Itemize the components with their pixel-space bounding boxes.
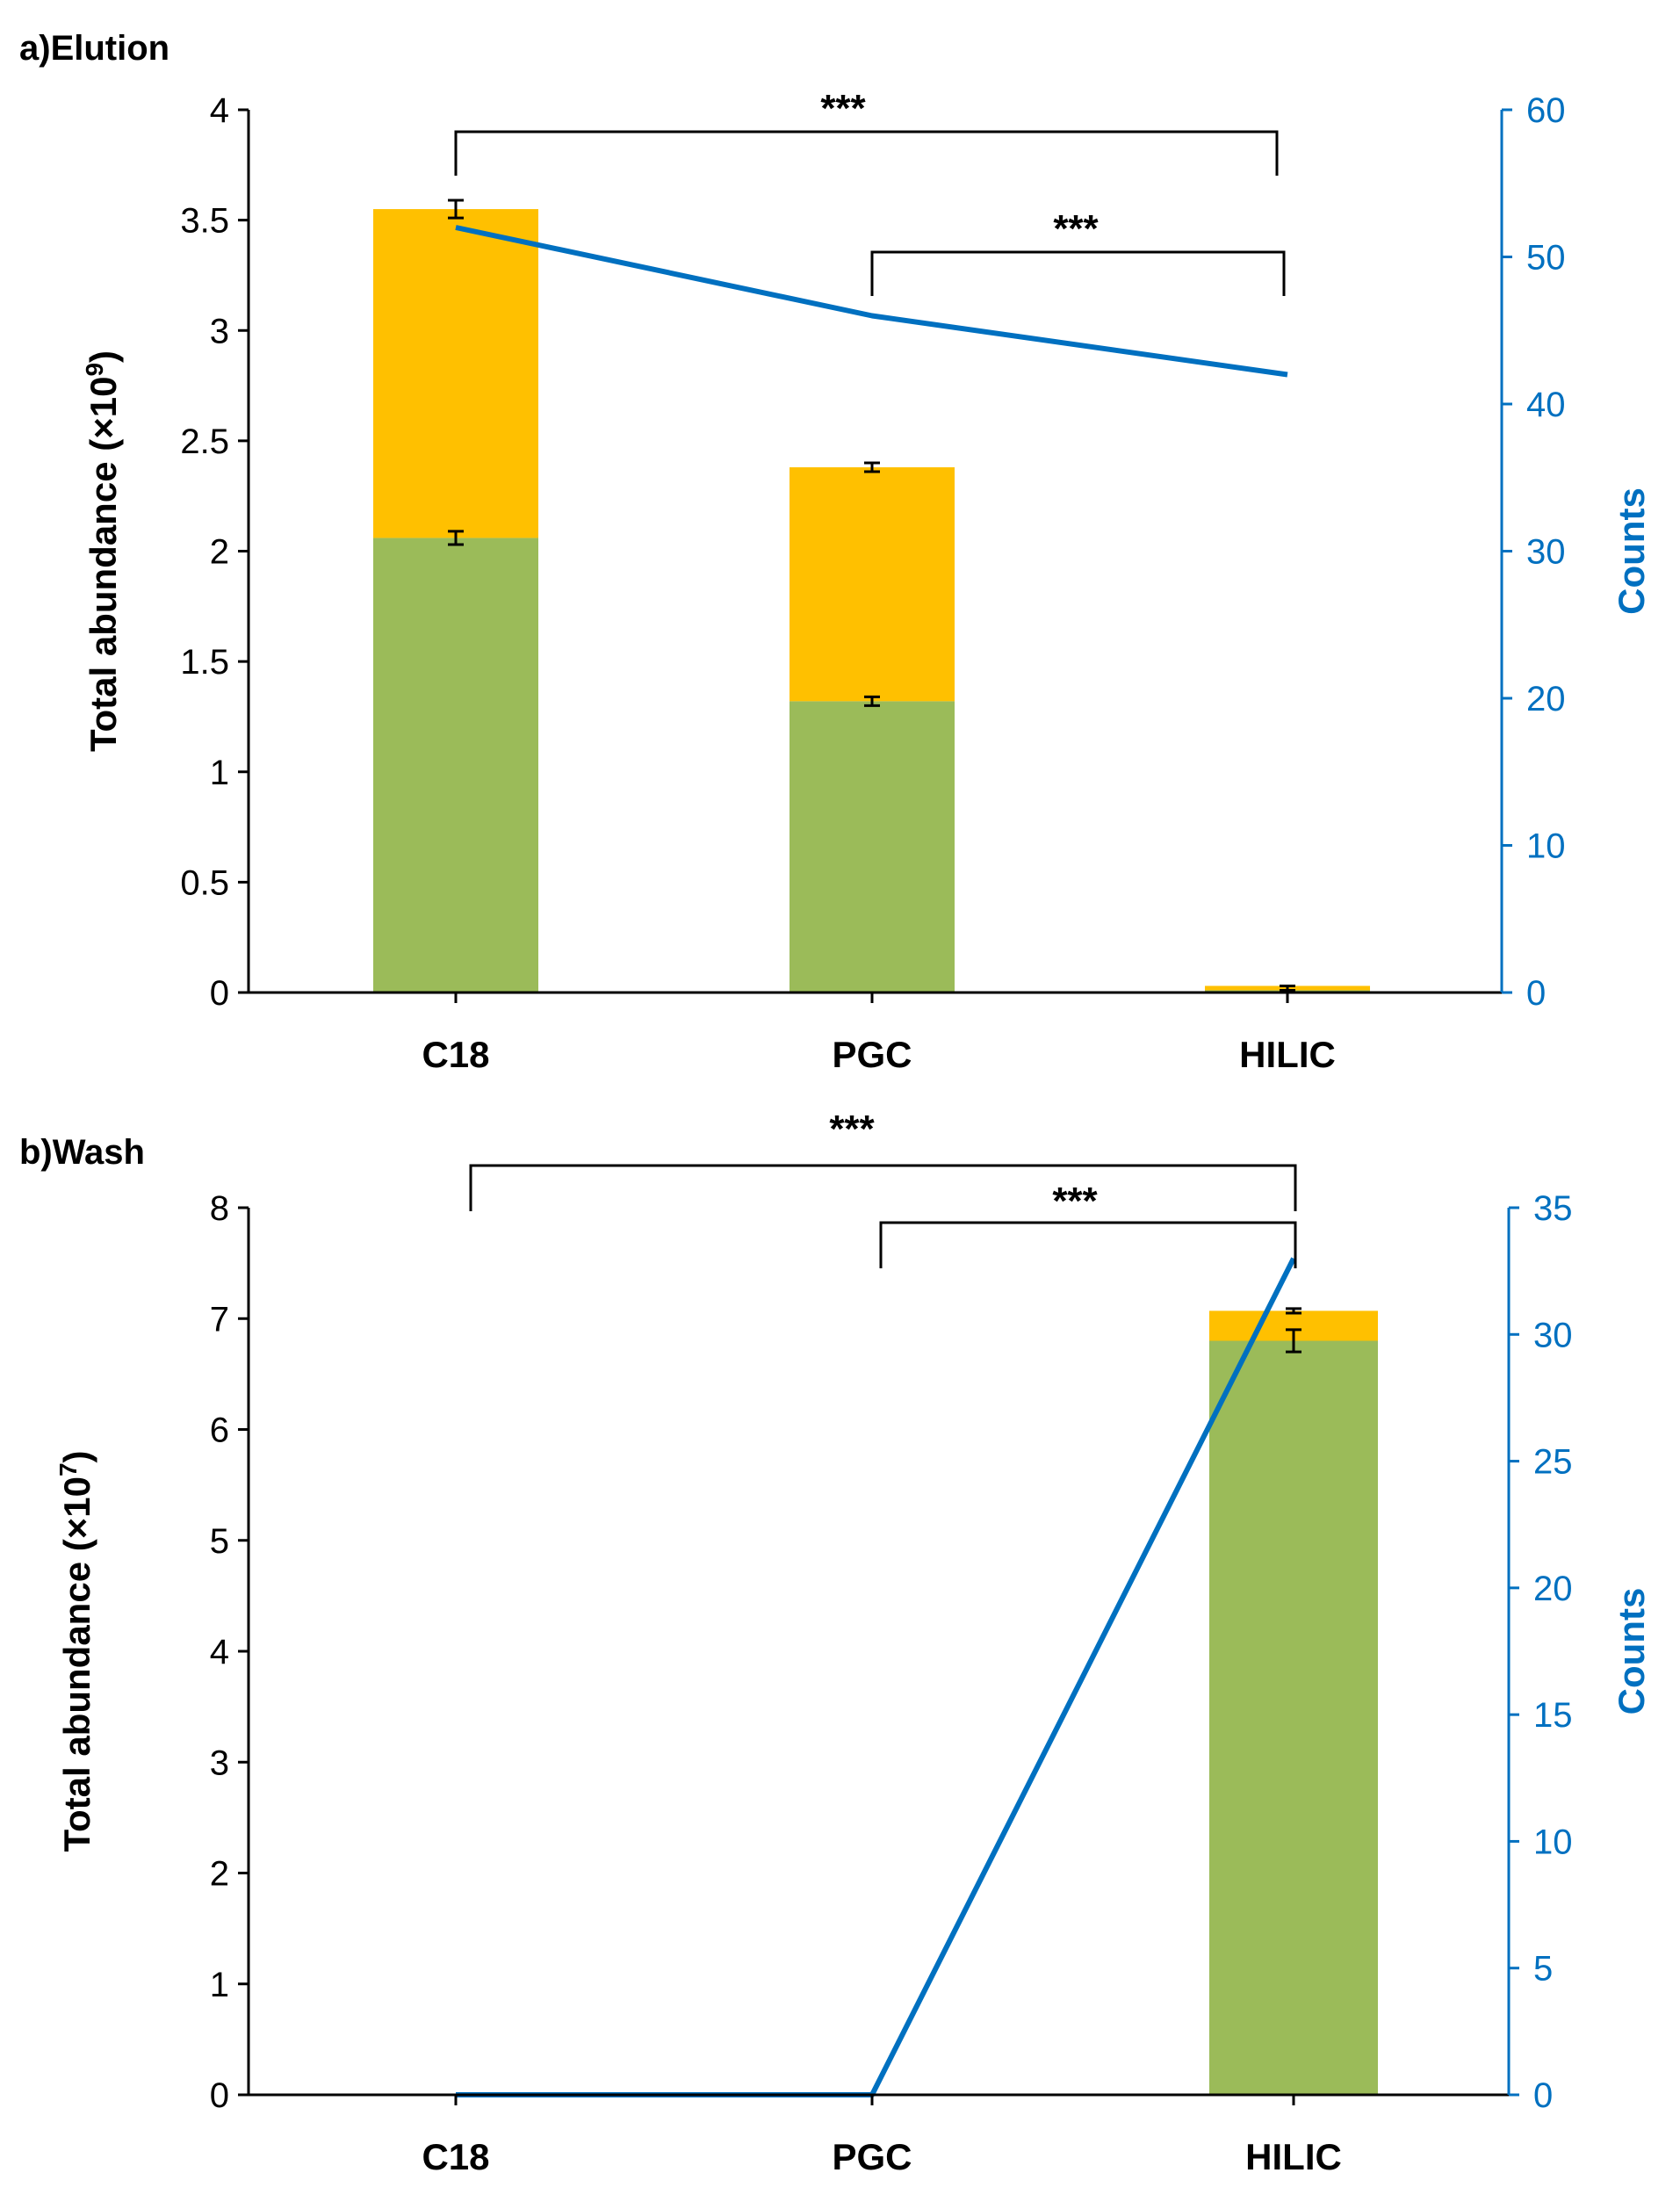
y-axis-title-exponent: 9	[81, 363, 108, 377]
y-tick-label: 5	[210, 1522, 229, 1561]
y2-tick-label: 60	[1526, 91, 1566, 130]
y2-tick-label: 25	[1533, 1443, 1573, 1482]
y-tick-label: 0	[210, 974, 229, 1013]
y-axis-title: Total abundance (×109)	[81, 350, 125, 752]
x-tick-label-pgc: PGC	[832, 1034, 912, 1075]
y2-tick-label: 40	[1526, 386, 1566, 424]
y2-tick-label: 10	[1526, 827, 1566, 866]
y2-tick-label: 20	[1526, 680, 1566, 718]
y-axis-title-main: Total abundance (×10	[83, 377, 124, 753]
y-tick-label: 2	[210, 1855, 229, 1894]
y-tick-label: 8	[210, 1189, 229, 1228]
y-tick-label: 3.5	[180, 202, 229, 241]
y-tick-label: 1.5	[180, 643, 229, 682]
panel-label: a)Elution	[19, 29, 169, 68]
y-tick-label: 3	[210, 312, 229, 350]
y-tick-label: 7	[210, 1300, 229, 1339]
significance-bracket	[872, 252, 1284, 296]
y2-tick-label: 20	[1533, 1570, 1573, 1608]
y2-axis-title: Counts	[1611, 487, 1652, 615]
x-tick-label-hilic: HILIC	[1239, 1034, 1336, 1075]
counts-line	[456, 227, 1287, 375]
y-tick-label: 6	[210, 1411, 229, 1450]
x-tick-label-pgc: PGC	[832, 2136, 912, 2177]
y2-tick-label: 0	[1526, 974, 1546, 1013]
y-tick-label: 0.5	[180, 863, 229, 902]
y-tick-label: 2	[210, 533, 229, 572]
y-axis-title: Total abundance (×107)	[54, 1450, 98, 1852]
significance-bracket	[456, 132, 1277, 176]
bar-upper-c18	[373, 209, 538, 538]
significance-label: ***	[820, 87, 866, 130]
y2-tick-label: 30	[1526, 533, 1566, 572]
significance-label: ***	[829, 1108, 875, 1151]
counts-line	[456, 1259, 1294, 2095]
y2-tick-label: 5	[1533, 1950, 1553, 1989]
y-axis-title-close: )	[56, 1450, 97, 1462]
y-tick-label: 0	[210, 2076, 229, 2115]
y2-tick-label: 35	[1533, 1189, 1573, 1228]
y-axis-title-exponent: 7	[54, 1462, 82, 1476]
y2-axis-title: Counts	[1611, 1588, 1652, 1715]
bar-upper-pgc	[790, 467, 955, 701]
bar-lower-hilic	[1209, 1341, 1378, 2096]
y-tick-label: 3	[210, 1743, 229, 1782]
y-tick-label: 4	[210, 91, 229, 130]
y2-tick-label: 0	[1533, 2076, 1553, 2115]
panel-elution: a)Elution 0 0.5 1 1.5 2 2.5 3 3.5 4 C18 PGC HILIC 0 10…	[19, 29, 1652, 1075]
y2-tick-label: 10	[1533, 1823, 1573, 1861]
significance-label: ***	[1053, 207, 1099, 250]
y-axis-title-close: )	[83, 350, 124, 363]
x-tick-label-c18: C18	[422, 1034, 489, 1075]
y-tick-label: 1	[210, 754, 229, 792]
panel-label: b)Wash	[19, 1133, 145, 1172]
significance-bracket	[881, 1223, 1295, 1268]
panel-wash: b)Wash 0 1 2 3 4 5 6 7 8 C18 PGC HILIC 0 5 10 15 20 25 30 35…	[19, 1108, 1652, 2177]
bar-lower-c18	[373, 538, 538, 993]
y2-tick-label: 30	[1533, 1316, 1573, 1354]
bar-lower-pgc	[790, 701, 955, 993]
y2-tick-label: 50	[1526, 239, 1566, 278]
y-axis-title-main: Total abundance (×10	[56, 1476, 97, 1852]
y-tick-label: 1	[210, 1966, 229, 2004]
y-tick-label: 2.5	[180, 422, 229, 461]
significance-bracket	[471, 1166, 1295, 1211]
significance-label: ***	[1052, 1180, 1098, 1223]
x-tick-label-hilic: HILIC	[1245, 2136, 1342, 2177]
y-tick-label: 4	[210, 1633, 229, 1671]
y2-tick-label: 15	[1533, 1696, 1573, 1735]
x-tick-label-c18: C18	[422, 2136, 489, 2177]
